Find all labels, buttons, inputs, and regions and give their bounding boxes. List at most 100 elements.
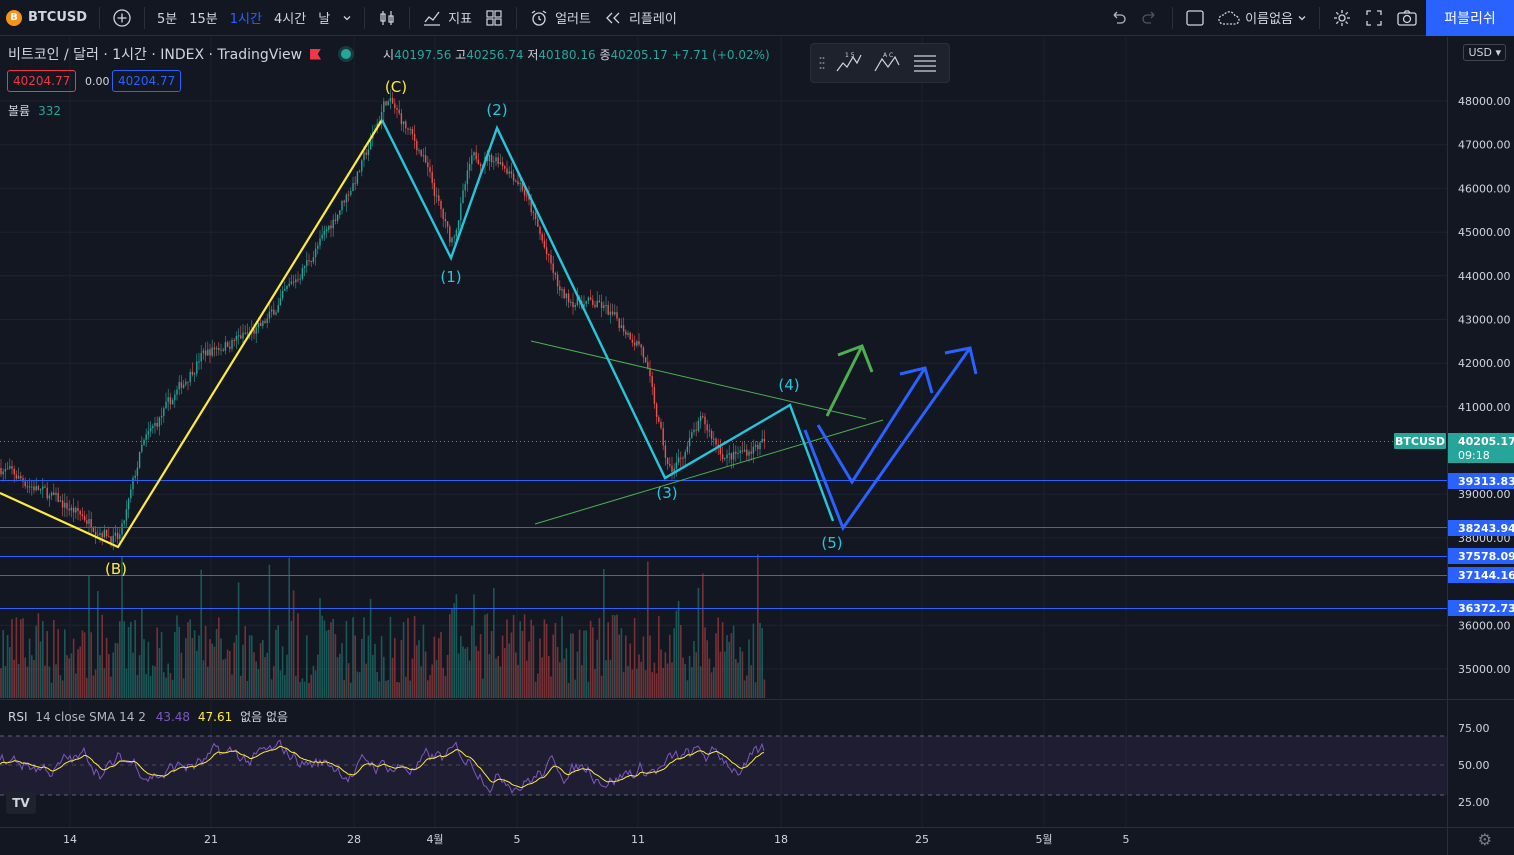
wave-label-3[interactable]: (3) xyxy=(656,484,677,502)
wave-label-5[interactable]: (5) xyxy=(821,534,842,552)
volume-bar xyxy=(493,588,495,698)
timeframe-15m[interactable]: 15분 xyxy=(183,0,224,36)
price-chart[interactable]: (B) (C) (1) (2) (3) (4) (5) 48000.00 4700… xyxy=(0,37,1514,855)
wave-label-4[interactable]: (4) xyxy=(778,376,799,394)
candle-body xyxy=(693,429,695,433)
replay-button[interactable]: 리플레이 xyxy=(597,0,683,36)
elliott-impulse-tool[interactable]: 1 5 xyxy=(833,47,865,79)
redo-button[interactable] xyxy=(1134,0,1166,36)
candle-body xyxy=(413,134,416,141)
rsi-legend[interactable]: RSI 14 close SMA 14 2 43.48 47.61 없음 없음 xyxy=(8,708,288,725)
time-axis[interactable]: 14 21 28 4월 5 11 18 25 5월 5 xyxy=(63,833,1130,846)
candle-body xyxy=(125,509,128,521)
candle-body xyxy=(420,150,422,156)
time-axis-label: 25 xyxy=(915,833,929,846)
settings-button[interactable] xyxy=(1326,0,1358,36)
timeframe-5m[interactable]: 5분 xyxy=(151,0,183,36)
volume-bar xyxy=(33,659,35,698)
fullscreen-button[interactable] xyxy=(1358,0,1390,36)
fullscreen-icon xyxy=(1366,9,1382,26)
volume-bar xyxy=(611,614,614,698)
volume-bar xyxy=(686,680,689,698)
timeframe-1h[interactable]: 1시간 xyxy=(224,0,268,36)
alert-button[interactable]: 얼러트 xyxy=(523,0,597,36)
snapshot-button[interactable] xyxy=(1390,0,1424,36)
blue-arrow-2[interactable] xyxy=(803,346,978,532)
tradingview-logo[interactable]: TV xyxy=(6,792,36,814)
timeframe-4h[interactable]: 4시간 xyxy=(268,0,312,36)
corrective-wave-line[interactable] xyxy=(0,119,383,549)
candle-body xyxy=(154,422,156,426)
candle-body xyxy=(737,453,739,455)
volume-bar xyxy=(495,658,497,698)
timeframe-1d[interactable]: 날 xyxy=(312,0,336,36)
candle-body xyxy=(684,451,686,459)
impulse-wave-line[interactable] xyxy=(380,119,835,522)
buy-price-box[interactable]: 40204.77 xyxy=(112,70,182,92)
more-tools-button[interactable] xyxy=(909,47,941,79)
volume-bar xyxy=(116,643,119,698)
symbol-search-button[interactable]: B BTCUSD xyxy=(0,0,93,36)
candle-body xyxy=(46,487,48,499)
elliott-correction-tool[interactable]: A C xyxy=(871,47,903,79)
volume-bar xyxy=(143,639,145,698)
candle-body xyxy=(308,260,310,262)
volume-bar xyxy=(746,675,748,698)
green-arrow[interactable] xyxy=(825,344,874,417)
chart-type-button[interactable] xyxy=(371,0,403,36)
candle-body xyxy=(332,219,334,229)
volume-bar xyxy=(721,622,724,698)
volume-bar xyxy=(105,637,108,698)
wave-label-c[interactable]: (C) xyxy=(385,78,407,96)
spread-value: 0.00 xyxy=(85,74,110,88)
volume-legend[interactable]: 볼륨 332 xyxy=(8,102,61,119)
blue-arrow-1[interactable] xyxy=(816,366,934,485)
publish-button[interactable]: 퍼블리쉬 xyxy=(1426,0,1514,36)
volume-bar xyxy=(600,675,603,698)
horizontal-levels[interactable] xyxy=(0,480,1447,609)
volume-bar xyxy=(213,646,216,698)
symbol-title[interactable]: 비트코인 / 달러 · 1시간 · INDEX · TradingView xyxy=(8,47,303,63)
indicators-button[interactable]: 지표 xyxy=(416,0,478,36)
sell-price-box[interactable]: 40204.77 xyxy=(7,70,77,92)
candle-body xyxy=(306,260,308,267)
undo-button[interactable] xyxy=(1102,0,1134,36)
candle-body xyxy=(468,164,471,171)
layout-button[interactable] xyxy=(1179,0,1211,36)
wave-label-2[interactable]: (2) xyxy=(486,101,507,119)
main-pane[interactable] xyxy=(0,37,1447,699)
volume-bar xyxy=(231,674,233,698)
volume-bar xyxy=(658,616,660,698)
volume-bar xyxy=(576,651,579,698)
currency-selector[interactable]: USD ▾ xyxy=(1463,44,1506,61)
timeframe-dropdown[interactable] xyxy=(336,0,358,36)
volume-bar xyxy=(15,617,18,698)
candle-body xyxy=(455,229,458,237)
price-axis[interactable]: 48000.00 47000.00 46000.00 45000.00 44000.00… xyxy=(1458,95,1511,676)
volume-bar xyxy=(644,670,647,698)
volume-bar xyxy=(752,623,755,698)
candle-body xyxy=(387,101,389,106)
wave-label-1[interactable]: (1) xyxy=(440,268,461,286)
volume-bar xyxy=(537,673,539,698)
rsi-pane[interactable] xyxy=(0,700,1447,827)
svg-text:1 5: 1 5 xyxy=(845,52,855,59)
templates-button[interactable] xyxy=(478,0,510,36)
candle-body xyxy=(644,357,647,363)
wave-label-b[interactable]: (B) xyxy=(105,560,127,578)
volume-bar xyxy=(517,664,519,698)
volume-bar xyxy=(750,665,752,698)
settings-gear-icon[interactable]: ⚙ xyxy=(1477,830,1492,849)
candle-body xyxy=(757,444,759,450)
volume-bar xyxy=(453,603,455,698)
candle-body xyxy=(147,431,150,435)
level-tag-value: 39313.83 xyxy=(1458,475,1514,488)
triangle-upper-line[interactable] xyxy=(530,340,867,420)
volume-bar xyxy=(321,615,323,698)
volume-bar xyxy=(618,634,620,698)
compare-button[interactable] xyxy=(106,0,138,36)
candle-body xyxy=(416,140,418,151)
candle-body xyxy=(334,219,337,221)
drag-handle-icon[interactable] xyxy=(817,47,827,79)
save-layout-button[interactable]: 이름없음 xyxy=(1211,0,1313,36)
